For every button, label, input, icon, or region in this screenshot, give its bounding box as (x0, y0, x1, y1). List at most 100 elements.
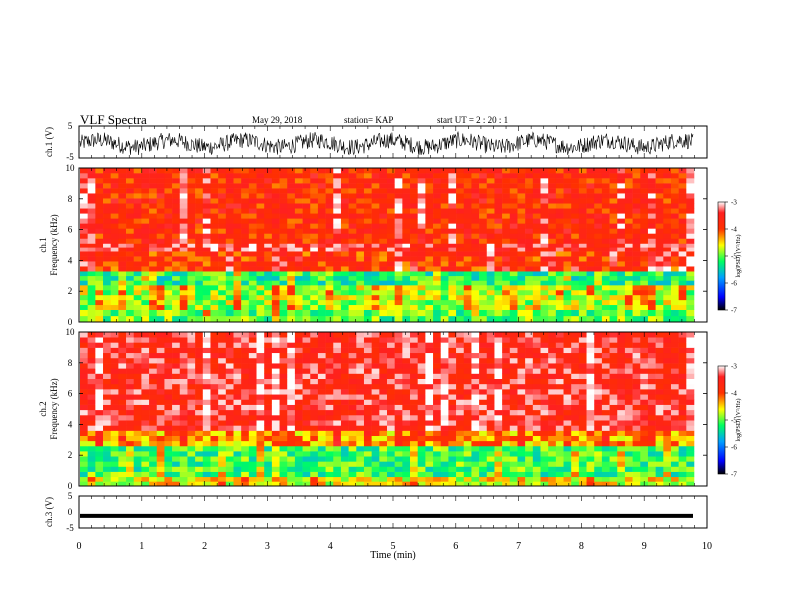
ch1-spectrogram-cell (494, 243, 503, 248)
ch2-spectrogram-cell (548, 456, 557, 462)
ch1-spectrogram-cell (486, 294, 495, 301)
ch1-spectrogram-cell (463, 251, 472, 257)
ch2-spectrogram-cell (103, 394, 111, 400)
ch1-spectrogram-cell (601, 315, 610, 323)
ch2-spectrogram-cell (248, 461, 257, 467)
ch1-spectrogram-cell (410, 266, 418, 272)
ch2-spectrogram-cell (356, 394, 365, 400)
ch1-spectrogram-cell (502, 223, 511, 229)
ch1-spectrogram-cell (624, 285, 633, 291)
ch2-spectrogram-cell (172, 476, 181, 482)
ch2-spectrogram-cell (586, 347, 595, 354)
ch1-spectrogram-cell (271, 315, 280, 323)
ch1-spectrogram-cell (463, 247, 472, 252)
ch2-spectrogram-cell (325, 420, 334, 426)
ch1-spectrogram-cell (164, 183, 173, 189)
ch2-spectrogram-cell (179, 451, 188, 457)
ch2-spectrogram-cell (179, 415, 188, 421)
ch1-spectrogram-cell (394, 256, 403, 262)
ch2-spectrogram-cell (463, 368, 472, 374)
ch1-spectrogram-cell (95, 280, 104, 286)
ch1-spectrogram-cell (479, 289, 488, 296)
ch1-spectrogram-cell (271, 247, 280, 252)
ch1-spectrogram-cell (571, 280, 580, 286)
ch2-spectrogram-cell (624, 342, 633, 348)
ch1-spectrogram-cell (187, 168, 196, 174)
ch2-spectrogram-cell (141, 378, 150, 385)
ch1-spectrogram-cell (149, 218, 158, 224)
ch2-spectrogram-cell (218, 332, 227, 338)
ch2-spectrogram-cell (202, 332, 211, 338)
ch1-spectrogram-cell (264, 294, 273, 301)
ch1-spectrogram-cell (356, 203, 365, 209)
ch1-spectrogram-cell (586, 315, 595, 323)
ch1-spectrogram-cell (241, 193, 250, 199)
ch1-spectrogram-cell (133, 304, 142, 310)
ch1-spectrogram-cell (387, 183, 395, 189)
ch1-spectrogram-colorbar-tick-label: -7 (731, 307, 737, 315)
ch1-spectrogram-cell (126, 280, 135, 286)
ch2-spectrogram-cell (325, 342, 334, 348)
ch1-spectrogram-cell (294, 223, 303, 229)
ch2-spectrogram-cell (502, 430, 511, 436)
ch1-spectrogram-cell (594, 228, 603, 234)
ch1-spectrogram-cell (494, 289, 503, 296)
ch1-spectrogram-cell (325, 188, 334, 194)
ch1-spectrogram-cell (617, 193, 626, 199)
ch2-spectrogram-cell (256, 347, 265, 354)
ch1-spectrogram-cell (287, 251, 296, 257)
ch1-spectrogram-cell (294, 193, 303, 199)
ch2-spectrogram-cell (164, 394, 173, 400)
ch2-spectrogram-cell (540, 389, 549, 395)
ch2-spectrogram-cell (279, 368, 288, 374)
ch1-spectrogram-cell (463, 213, 472, 219)
ch2-spectrogram-cell (601, 373, 610, 379)
ch1-spectrogram-cell (609, 315, 618, 323)
ch2-spectrogram-cell (394, 471, 403, 478)
ch1-spectrogram-cell (578, 285, 587, 291)
ch1-spectrogram-cell (233, 275, 242, 281)
ch1-spectrogram-cell (141, 309, 150, 317)
ch1-spectrogram-cell (456, 304, 465, 310)
ch2-spectrogram-cell (256, 352, 265, 359)
ch1-spectrogram-cell (371, 285, 380, 291)
ch1-spectrogram-cell (294, 183, 303, 189)
ch2-spectrogram-cell (172, 425, 181, 431)
ch2-spectrogram-cell (118, 404, 127, 411)
ch1-spectrogram-cell (356, 294, 365, 301)
ch1-spectrogram-cell (195, 247, 204, 252)
ch1-spectrogram-cell (156, 315, 165, 323)
ch2-spectrogram-cell (517, 383, 526, 390)
ch1-spectrogram-cell (202, 304, 211, 310)
ch1-spectrogram-cell (456, 228, 465, 234)
ch2-spectrogram-cell (486, 461, 495, 467)
ch2-spectrogram-cell (363, 347, 372, 354)
ch2-spectrogram-cell (609, 368, 618, 374)
ch1-spectrogram-cell (655, 275, 664, 281)
ch1-spectrogram-cell (371, 173, 380, 179)
ch2-spectrogram-cell (156, 445, 165, 452)
ch2-spectrogram-cell (540, 378, 549, 385)
ch1-spectrogram-cell (271, 280, 280, 286)
ch1-spectrogram-cell (87, 304, 96, 310)
ch1-spectrogram-cell (294, 289, 303, 296)
ch1-spectrogram-cell (517, 213, 526, 219)
ch1-spectrogram-cell (540, 198, 549, 204)
ch2-spectrogram-cell (540, 399, 549, 405)
ch1-spectrogram-cell (333, 275, 342, 281)
ch2-spectrogram-cell (433, 373, 442, 379)
ch1-spectrogram-cell (233, 266, 242, 272)
ch2-spectrogram-cell (563, 476, 572, 482)
ch2-spectrogram-cell (141, 357, 150, 364)
ch1-spectrogram-cell (356, 228, 365, 234)
ch1-spectrogram-cell (571, 193, 580, 199)
ch1-spectrogram-cell (156, 193, 165, 199)
ch1-spectrogram-cell (302, 289, 311, 296)
ch1-spectrogram-cell (678, 256, 687, 262)
ch2-spectrogram-cell (486, 471, 495, 478)
ch2-spectrogram-cell (517, 373, 526, 379)
ch2-spectrogram-cell (456, 466, 465, 472)
ch2-spectrogram-cell (271, 399, 280, 405)
ch2-spectrogram-cell (601, 420, 610, 426)
ch1-spectrogram-cell (624, 299, 633, 306)
